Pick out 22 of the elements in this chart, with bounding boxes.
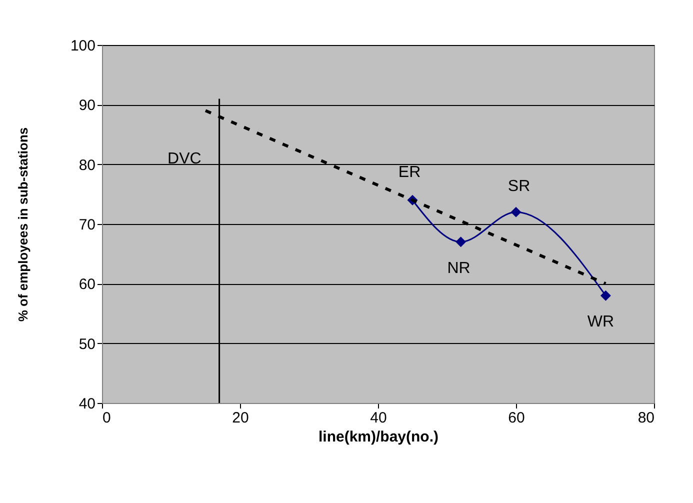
y-tick-label: 50 (78, 336, 96, 353)
y-tick-label: 60 (78, 276, 96, 294)
x-tick-label: 60 (508, 410, 525, 426)
y-tick-label: 90 (78, 97, 96, 114)
y-tick-label: 100 (70, 38, 96, 54)
y-tick-label: 80 (78, 156, 96, 174)
point (510, 206, 522, 218)
annotation: DVC (168, 150, 202, 168)
annotation: ER (398, 164, 421, 182)
x-tick-label: 40 (370, 410, 387, 426)
y-axis-title: % of employees in sub-stations (15, 127, 30, 322)
x-tick-label: 80 (638, 410, 654, 426)
point (456, 236, 466, 248)
y-tick-label: 40 (78, 396, 96, 412)
point (600, 290, 611, 301)
x-tick-label: 0 (102, 410, 111, 426)
annotation: NR (447, 260, 470, 277)
annotation: SR (508, 178, 530, 196)
x-tick-label: 20 (232, 410, 249, 426)
x-axis-title: line(km)/bay(no.) (318, 428, 439, 446)
annotation: WR (587, 314, 614, 331)
y-tick-label: 70 (78, 216, 96, 234)
